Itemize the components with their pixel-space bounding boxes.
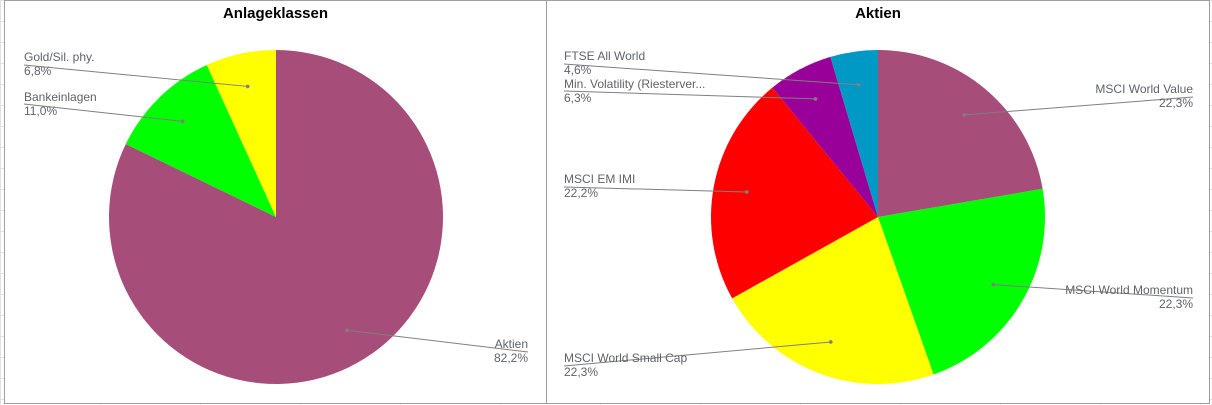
slice-label: Aktien — [495, 337, 528, 351]
chart-title: Anlageklassen — [222, 5, 329, 22]
leader-line — [23, 64, 248, 87]
leader-line — [563, 63, 859, 86]
slice-label: Bankeinlagen — [24, 90, 97, 104]
slice-value-label: 22,3% — [564, 365, 598, 379]
slice-value-label: 6,8% — [24, 64, 52, 78]
leader-line — [23, 103, 183, 122]
pie-slice-msci-world-momentum[interactable] — [878, 188, 1045, 375]
slice-label: FTSE All World — [564, 49, 645, 63]
slice-label: MSCI World Value — [1095, 82, 1193, 96]
slice-value-label: 11,0% — [24, 104, 57, 118]
chart-title: Aktien — [855, 5, 901, 22]
leader-line — [563, 341, 831, 367]
leader-line — [346, 329, 529, 353]
leader-dot — [813, 97, 818, 101]
pie-slice-msci-world-value[interactable] — [878, 50, 1043, 217]
leader-dot — [828, 340, 833, 344]
slice-label: Gold/Sil. phy. — [24, 50, 94, 64]
pie-slice-gold-sil-phy[interactable] — [206, 50, 276, 217]
slice-value-label: 6,3% — [564, 91, 592, 105]
leader-dot — [991, 282, 996, 287]
pie-slice-ftse-all-world[interactable] — [830, 50, 878, 217]
leader-dot — [345, 328, 349, 333]
slice-label: MSCI World Small Cap — [564, 351, 687, 365]
slice-label: MSCI EM IMI — [564, 172, 635, 186]
slice-value-label: 82,2% — [494, 351, 528, 365]
pie-slice-msci-em-imi[interactable] — [711, 87, 878, 299]
leader-line — [563, 90, 816, 100]
leader-line — [993, 284, 1194, 299]
leader-dot — [180, 119, 185, 124]
pie-slice-bankeinlagen[interactable] — [125, 65, 277, 218]
leader-line — [964, 96, 1194, 116]
slice-label: Min. Volatility (Riesterver... — [564, 77, 705, 91]
leader-dot — [962, 113, 966, 117]
slice-value-label: 22,3% — [1159, 297, 1193, 311]
chart-anlageklassen[interactable]: Anlageklassen Aktien 82,2% Bankeinlagen 11,… — [4, 0, 547, 404]
leader-dot — [744, 190, 749, 194]
slice-value-label: 4,6% — [564, 63, 592, 77]
leader-line — [563, 186, 747, 193]
pie-slice-msci-world-small-cap[interactable] — [732, 217, 934, 384]
pie-slice-min-volatility-riesterver[interactable] — [772, 56, 878, 217]
leader-dot — [856, 82, 861, 87]
chart-aktien[interactable]: Aktien MSCI World Value 22,3% MSCI World M… — [546, 0, 1210, 404]
slice-label: MSCI World Momentum — [1065, 283, 1193, 297]
slice-value-label: 22,3% — [1159, 96, 1193, 110]
leader-dot — [245, 84, 250, 89]
slice-value-label: 22,2% — [564, 186, 598, 200]
